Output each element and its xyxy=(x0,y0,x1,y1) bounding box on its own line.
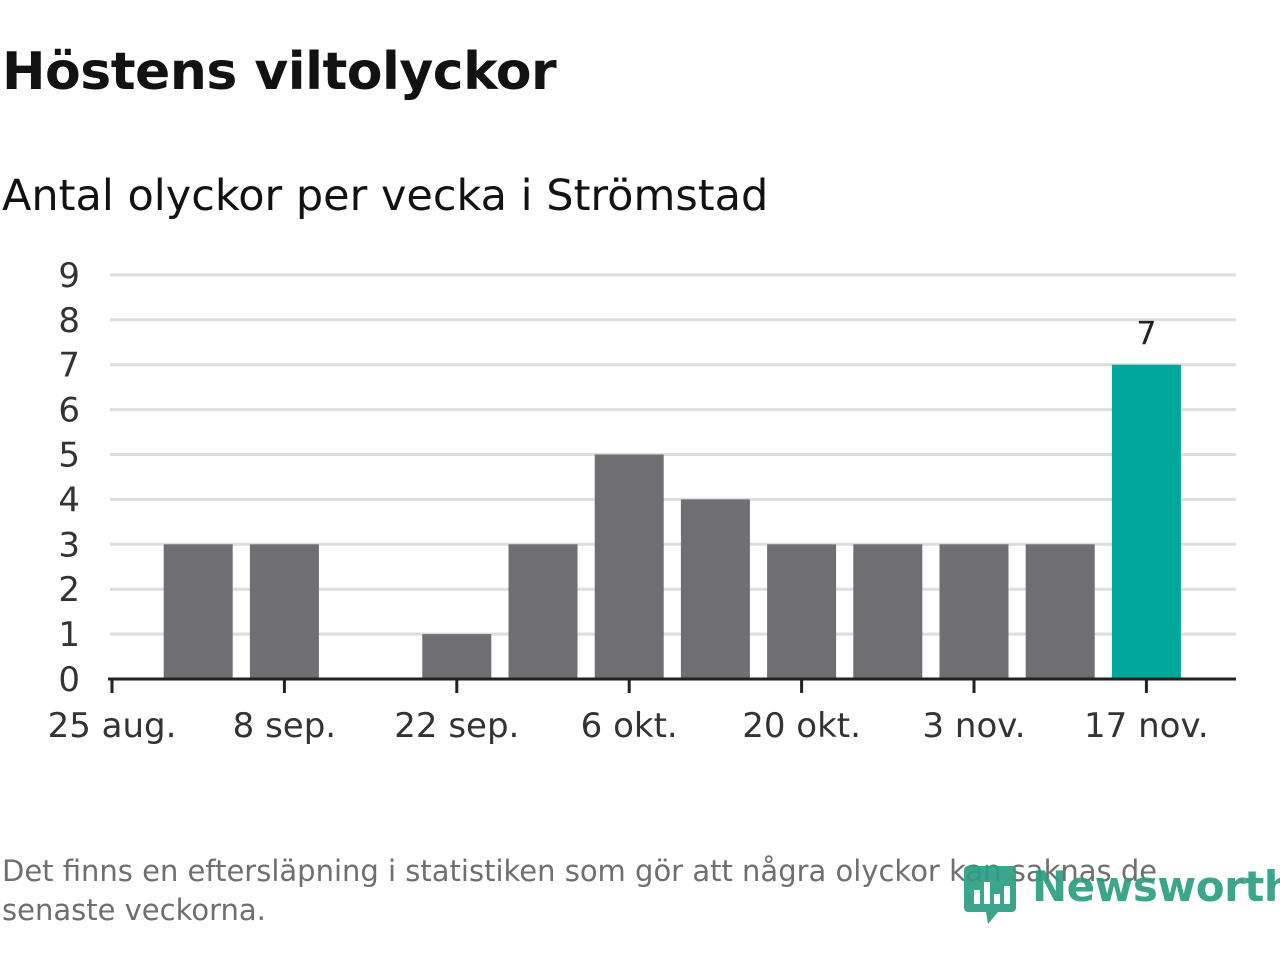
footnote-line-2: senaste veckorna. xyxy=(2,893,266,927)
x-tick-label: 3 nov. xyxy=(922,706,1025,746)
y-tick-label: 8 xyxy=(58,301,80,341)
bar xyxy=(249,544,319,679)
bar xyxy=(853,544,923,679)
bar-highlight xyxy=(1111,364,1181,679)
bar-chart: 0 1 2 3 45 6 7 8 9 25 aug. 8 sep. 22 sep. 6 okt. 20 … xyxy=(48,256,1236,746)
y-tick-label: 0 xyxy=(58,660,80,700)
y-tick-label: 7 xyxy=(58,346,80,386)
y-axis-ticks: 0 1 2 3 45 6 7 8 9 xyxy=(58,256,80,700)
chart-title: Höstens viltolyckor xyxy=(2,42,557,102)
newsworthy-logo: Newsworthy xyxy=(962,858,1280,928)
x-tick-label: 8 sep. xyxy=(233,706,336,746)
x-tick-label: 25 aug. xyxy=(48,706,177,746)
y-tick-label: 4 xyxy=(58,480,80,520)
x-tick-label: 20 okt. xyxy=(742,706,861,746)
bar xyxy=(163,544,233,679)
chart-subtitle: Antal olyckor per vecka i Strömstad xyxy=(2,171,769,221)
bar xyxy=(1025,544,1095,679)
x-axis-ticks: 25 aug. 8 sep. 22 sep. 6 okt. 20 okt. 3 nov. 1… xyxy=(48,679,1209,746)
bar xyxy=(422,634,492,679)
y-tick-label: 1 xyxy=(58,615,80,655)
data-label: 7 xyxy=(1136,315,1156,353)
y-tick-label: 6 xyxy=(58,391,80,431)
bar xyxy=(939,544,1009,679)
bars xyxy=(163,364,1181,679)
gridlines xyxy=(110,273,1236,636)
bar xyxy=(508,544,578,679)
newsworthy-chart-icon xyxy=(964,866,1016,924)
y-tick-label: 9 xyxy=(58,256,80,296)
y-tick-label: 2 xyxy=(58,570,80,610)
y-tick-label: 3 xyxy=(58,525,80,565)
bar xyxy=(594,454,664,679)
x-tick-label: 6 okt. xyxy=(581,706,678,746)
brand-name: Newsworthy xyxy=(1032,862,1280,911)
bar xyxy=(680,499,750,679)
x-tick-label: 17 nov. xyxy=(1084,706,1209,746)
bar xyxy=(767,544,837,679)
y-tick-label: 5 xyxy=(58,436,80,476)
data-labels: 7 xyxy=(1136,315,1156,353)
x-tick-label: 22 sep. xyxy=(394,706,519,746)
